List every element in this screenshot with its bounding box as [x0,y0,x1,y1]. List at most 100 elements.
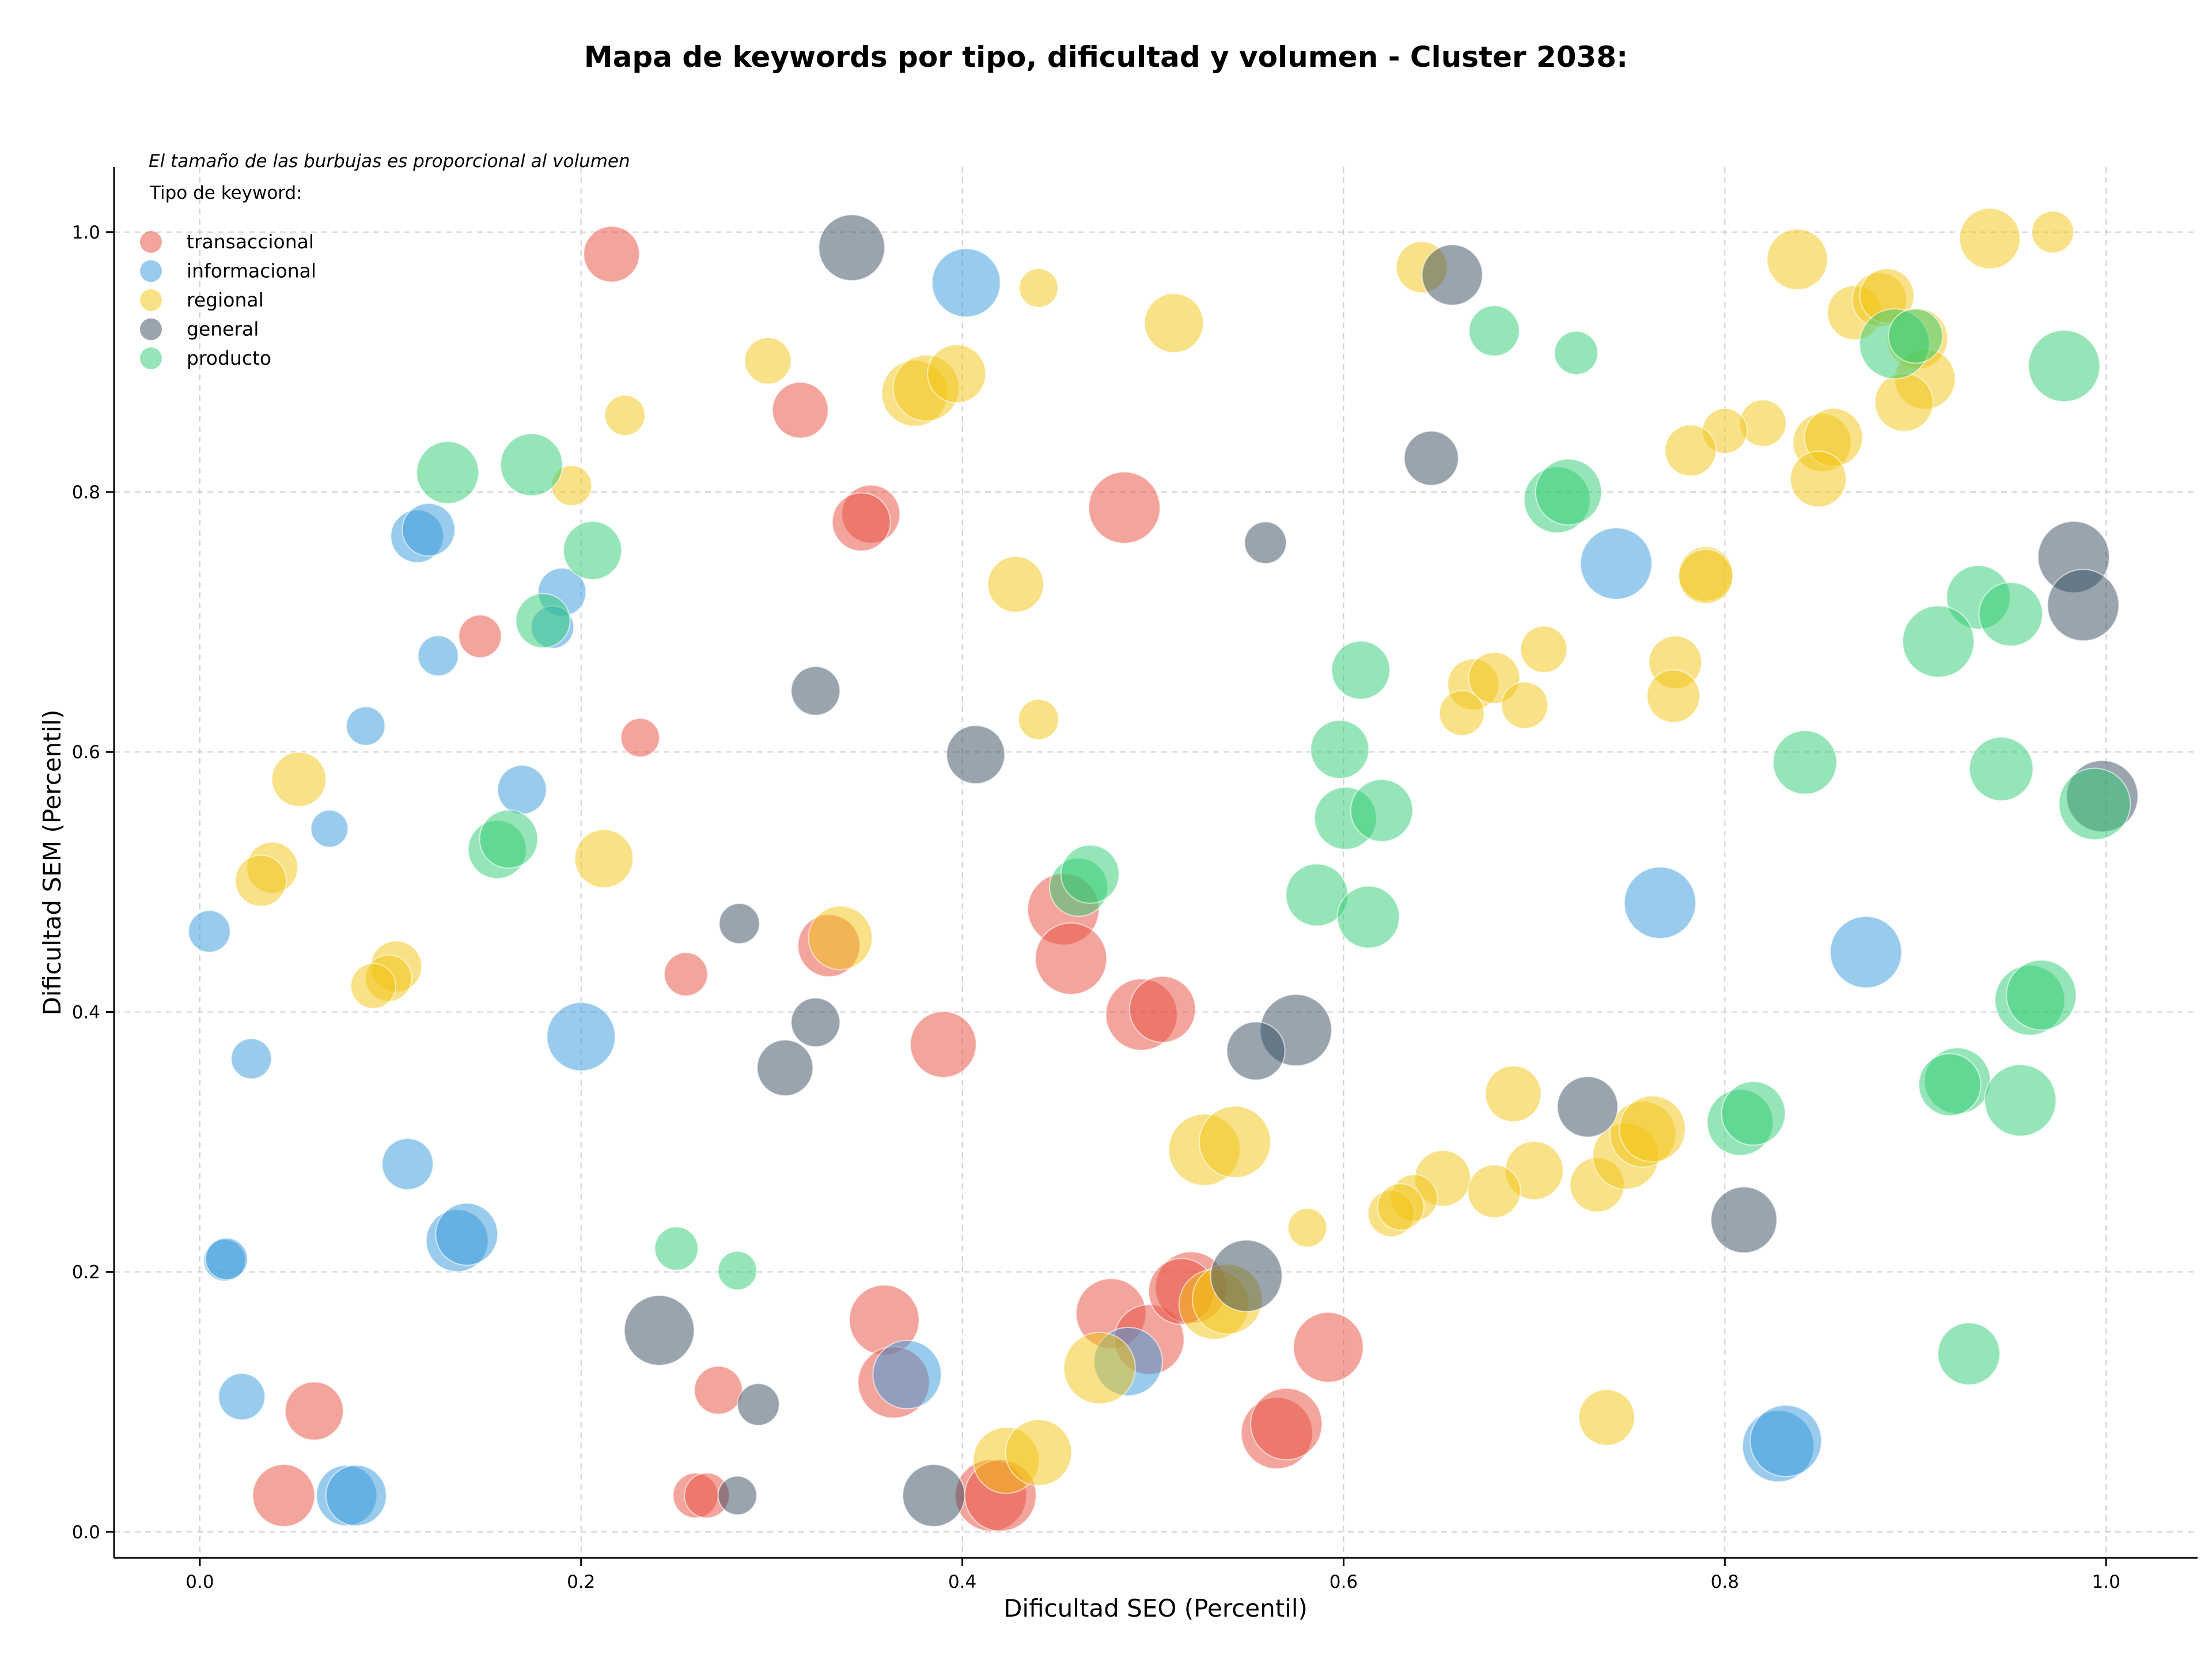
bubble-regional [604,395,646,436]
bubble-regional [1018,268,1059,308]
bubble-regional [1619,1095,1686,1163]
bubble-transaccional [1128,975,1196,1043]
bubble-transaccional [458,614,502,659]
bubble-transaccional [910,1011,977,1079]
bubble-producto [1888,308,1944,364]
series-regional [234,207,2074,1494]
bubble-regional [927,344,987,404]
x-tick-label: 0.4 [948,1572,976,1592]
y-tick-label: 1.0 [72,222,100,243]
y-tick-label: 0.4 [72,1002,100,1023]
series-producto [416,305,2131,1386]
legend-marker-informacional [140,260,162,282]
legend-marker-producto [140,347,162,369]
bubble-transaccional [1293,1311,1364,1383]
bubble-informacional [188,910,231,953]
x-tick-label: 0.8 [1711,1572,1739,1592]
y-tick-label: 0.8 [72,482,100,503]
bubble-producto [1350,778,1414,842]
bubble-general [623,1295,695,1366]
legend-marker-regional [140,289,162,311]
bubble-producto [515,593,571,649]
bubble-regional [271,751,327,807]
x-tick-label: 0.2 [567,1572,595,1592]
bubble-producto [563,521,623,581]
bubble-regional [1005,1419,1073,1486]
bubble-regional [1664,424,1717,477]
bubble-producto [1918,1053,1982,1117]
bubble-producto [1336,885,1400,949]
bubble-regional [1959,207,2021,270]
legend-label-regional: regional [187,289,264,311]
bubble-general [818,214,885,282]
bubble-general [902,1463,965,1527]
bubble-regional [350,963,397,1009]
bubble-producto [416,441,479,505]
bubble-producto [1978,581,2043,647]
y-axis-label: Dificultad SEM (Percentil) [38,710,66,1016]
bubble-producto [2028,330,2101,403]
bubble-informacional [1749,1404,1823,1477]
bubble-producto [1902,605,1975,678]
y-tick-label: 0.0 [72,1522,100,1543]
bubble-general [946,725,1006,785]
legend-label-transaccional: transaccional [187,230,314,253]
bubble-regional [1467,1164,1521,1219]
bubble-regional [1766,228,1828,290]
bubble-informacional [546,1002,616,1072]
legend-items: transaccional informacional regional genera… [140,230,316,369]
x-axis-label: Dificultad SEO (Percentil) [1003,1594,1308,1622]
bubble-informacional [402,502,456,557]
bubble-informacional [872,1340,942,1410]
bubble-producto [1554,331,1599,376]
bubble-regional [1790,451,1847,508]
bubble-general [718,903,760,944]
chart-title: Mapa de keywords por tipo, dificultad y … [584,40,1628,74]
bubble-regional [574,828,634,888]
bubble-producto [499,433,563,497]
bubble-general [1421,244,1483,306]
bubble-producto [2058,767,2131,841]
y-tick-label: 0.6 [72,742,100,763]
bubble-regional [234,854,287,907]
bubble-regional [1578,1388,1635,1446]
bubble-informacional [381,1138,434,1190]
bubble-informacional [218,1372,266,1421]
bubble-producto [1331,640,1391,700]
bubble-regional [1520,625,1568,674]
bubble-producto [1310,720,1370,780]
bubble-regional [1063,1331,1136,1405]
bubble-regional [1484,1065,1542,1123]
bubble-regional [1287,1208,1328,1248]
bubble-regional [1377,1183,1425,1231]
bubble-producto [1535,458,1603,526]
series-general [623,214,2139,1527]
bubble-regional [1501,681,1549,729]
bubble-regional [1198,1106,1271,1179]
legend-marker-transaccional [140,231,162,253]
bubble-general [1210,1239,1283,1312]
legend-marker-general [140,318,162,340]
bubble-informacional [310,809,349,848]
bubble-producto [1721,1081,1786,1146]
y-tick-label: 0.2 [72,1262,100,1283]
bubble-regional [1678,548,1734,604]
bubble-transaccional [694,1365,743,1415]
x-tick-label: 0.0 [185,1572,214,1592]
bubble-producto [1060,844,1120,904]
bubble-informacional [417,635,459,677]
bubble-general [790,997,841,1047]
bubble-general [2047,569,2120,642]
bubble-informacional [931,248,1001,318]
bubble-transaccional [284,1381,344,1441]
bubble-producto [654,1226,699,1271]
bubble-regional [1018,698,1059,740]
bubble-transaccional [583,225,641,283]
bubble-regional [1438,690,1485,736]
bubble-general [1244,521,1287,565]
bubble-general [1710,1186,1778,1254]
bubble-informacional [1580,527,1653,600]
bubble-producto [1968,736,2034,801]
bubble-informacional [435,1202,499,1266]
bubble-transaccional [771,381,829,439]
